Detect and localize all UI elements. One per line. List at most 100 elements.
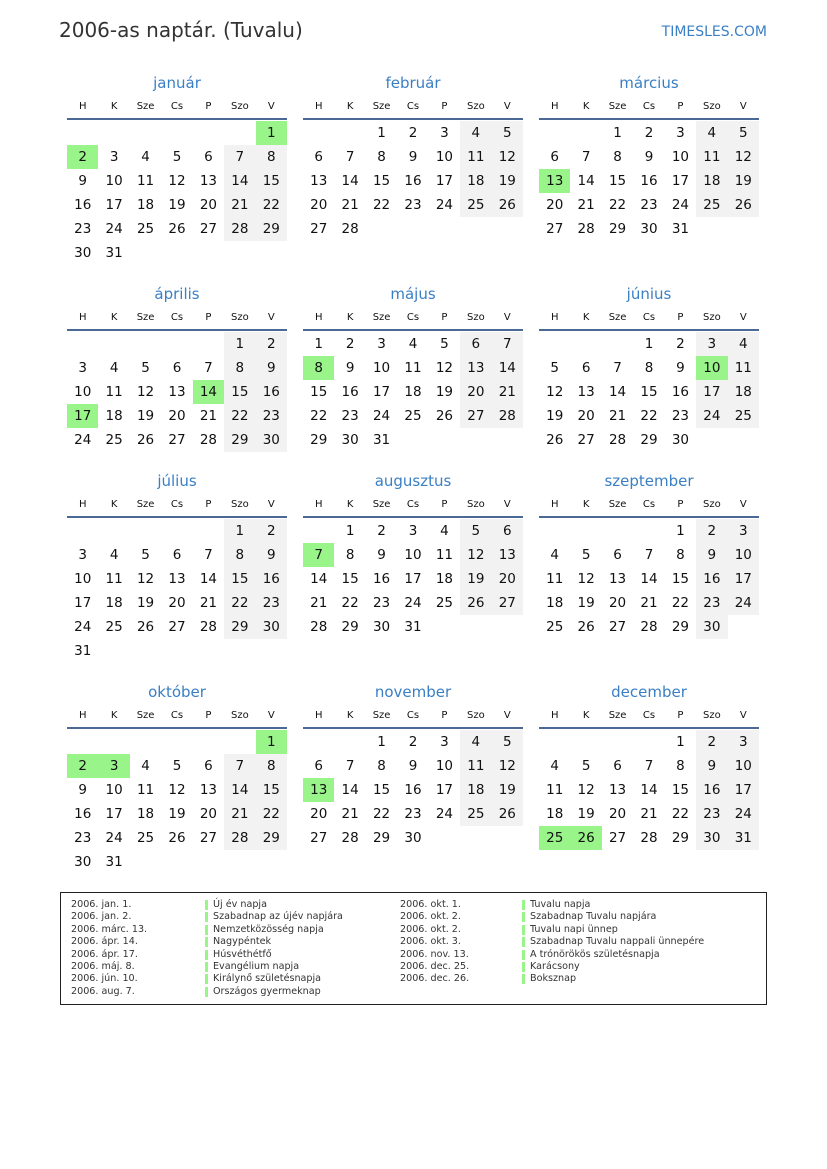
weekday-header: H K Sze Cs P Szo V — [539, 307, 759, 331]
day-grid: 1 2 3 4 5 6 7 8 9 10 11 12 13 14 15 16 17 18 19 20 21 22 23 24 2… — [539, 332, 759, 452]
day: 21 — [341, 197, 359, 213]
day: 27 — [310, 830, 328, 846]
legend-holiday-name: Boksznap — [530, 973, 577, 985]
month-3: március H K Sze Cs P Szo V 1 2 3 4 5 6 7 8 9 10 11 12 13 14 15… — [539, 70, 759, 265]
weekday-label: Cs — [406, 710, 420, 721]
day: 1 — [345, 523, 355, 539]
weekday-label: Sze — [136, 710, 155, 721]
day: 9 — [377, 547, 386, 563]
day: 28 — [341, 830, 359, 846]
empty-cell — [130, 332, 161, 356]
day: 5 — [727, 121, 759, 145]
day: 31 — [404, 619, 422, 635]
day: 6 — [172, 360, 182, 376]
day: 24 — [435, 806, 454, 822]
day: 26 — [168, 221, 186, 237]
weekday-header: H K Sze Cs P Szo V — [539, 96, 759, 120]
day: 18 — [136, 197, 155, 213]
holiday-day: 17 — [67, 404, 99, 428]
brand-link[interactable]: TIMESLES.COM — [661, 24, 767, 40]
day: 23 — [671, 408, 690, 424]
weekday-label: Cs — [642, 710, 656, 721]
day: 7 — [644, 758, 654, 774]
day: 9 — [78, 782, 87, 798]
day: 17 — [727, 567, 759, 591]
legend-date: 2006. ápr. 14. — [71, 936, 138, 948]
day: 6 — [613, 547, 622, 563]
day: 30 — [372, 619, 391, 635]
day: 2 — [644, 125, 654, 141]
day: 22 — [224, 404, 256, 428]
weekday-label: Sze — [372, 312, 391, 323]
weekday-header: H K Sze Cs P Szo V — [67, 307, 287, 331]
day: 3 — [440, 125, 449, 141]
day: 19 — [577, 595, 595, 611]
day: 4 — [141, 149, 150, 165]
day: 10 — [435, 758, 454, 774]
day: 30 — [671, 432, 690, 448]
day: 28 — [310, 619, 328, 635]
empty-cell — [303, 519, 334, 543]
day: 27 — [168, 619, 186, 635]
holiday-day: 3 — [98, 754, 130, 778]
month-1: január H K Sze Cs P Szo V 1 2 3 4 5 6 7 8 9 10 11 12 13 14 15 1… — [67, 70, 287, 265]
day: 10 — [74, 384, 92, 400]
empty-cell — [161, 519, 192, 543]
day-grid: 1 2 3 4 5 6 7 8 9 10 11 12 13 14 15 16 17 18 19 20 21 22 23 24 2… — [67, 519, 287, 663]
holiday-marker — [205, 986, 208, 997]
empty-cell — [602, 730, 633, 754]
day: 11 — [546, 782, 564, 798]
day: 16 — [671, 384, 690, 400]
weekday-label: P — [677, 499, 684, 510]
day: 4 — [141, 758, 150, 774]
day: 1 — [224, 519, 256, 543]
day: 28 — [199, 432, 218, 448]
month-10: október H K Sze Cs P Szo V 1 2 3 4 5 6 7 8 9 10 11 12 13 14 15… — [67, 679, 287, 874]
day: 20 — [199, 197, 218, 213]
weekday-label: P — [677, 312, 684, 323]
day: 17 — [435, 173, 454, 189]
day: 30 — [255, 428, 287, 452]
legend-holiday-name: Nemzetközösség napja — [213, 923, 324, 935]
day: 21 — [608, 408, 627, 424]
day: 17 — [435, 782, 454, 798]
day-grid: 1 2 3 4 5 6 7 8 9 10 11 12 13 14 15 16 17 18 19 20 21 22 23 24 2… — [303, 519, 523, 639]
calendar-grid: január H K Sze Cs P Szo V 1 2 3 4 5 6 7 8 9 10 11 12 13 14 15 1… — [67, 70, 760, 890]
day: 25 — [435, 595, 454, 611]
day: 18 — [105, 408, 123, 424]
day: 11 — [435, 547, 454, 563]
day: 19 — [136, 595, 155, 611]
weekday-label: P — [677, 101, 684, 112]
page-title: 2006-as naptár. (Tuvalu) — [59, 18, 303, 42]
day: 2 — [676, 336, 685, 352]
day: 12 — [577, 571, 595, 587]
day: 3 — [676, 125, 685, 141]
day: 29 — [671, 830, 690, 846]
day: 13 — [199, 782, 218, 798]
holiday-marker — [205, 937, 208, 948]
weekday-label: V — [267, 710, 275, 721]
day: 30 — [640, 221, 658, 237]
legend-holiday-name: Új év napja — [213, 899, 267, 910]
day: 8 — [644, 360, 654, 376]
day: 22 — [372, 806, 391, 822]
day: 9 — [644, 149, 654, 165]
legend-holiday-name: Királynő születésnapja — [213, 973, 322, 985]
day: 15 — [372, 782, 391, 798]
day: 27 — [460, 404, 492, 428]
weekday-label: Cs — [170, 499, 184, 510]
day: 19 — [168, 197, 186, 213]
day: 25 — [136, 830, 155, 846]
weekday-header: H K Sze Cs P Szo V — [67, 96, 287, 120]
day: 10 — [372, 360, 391, 376]
day: 3 — [408, 523, 418, 539]
legend-date: 2006. okt. 3. — [400, 936, 461, 948]
month-name: április — [154, 285, 200, 303]
day: 12 — [435, 360, 454, 376]
weekday-label: Szo — [702, 312, 721, 323]
weekday-label: H — [78, 499, 87, 510]
day: 19 — [435, 384, 454, 400]
legend-holiday-name: Evangélium napja — [213, 961, 300, 972]
day: 25 — [696, 193, 728, 217]
day: 14 — [640, 782, 658, 798]
